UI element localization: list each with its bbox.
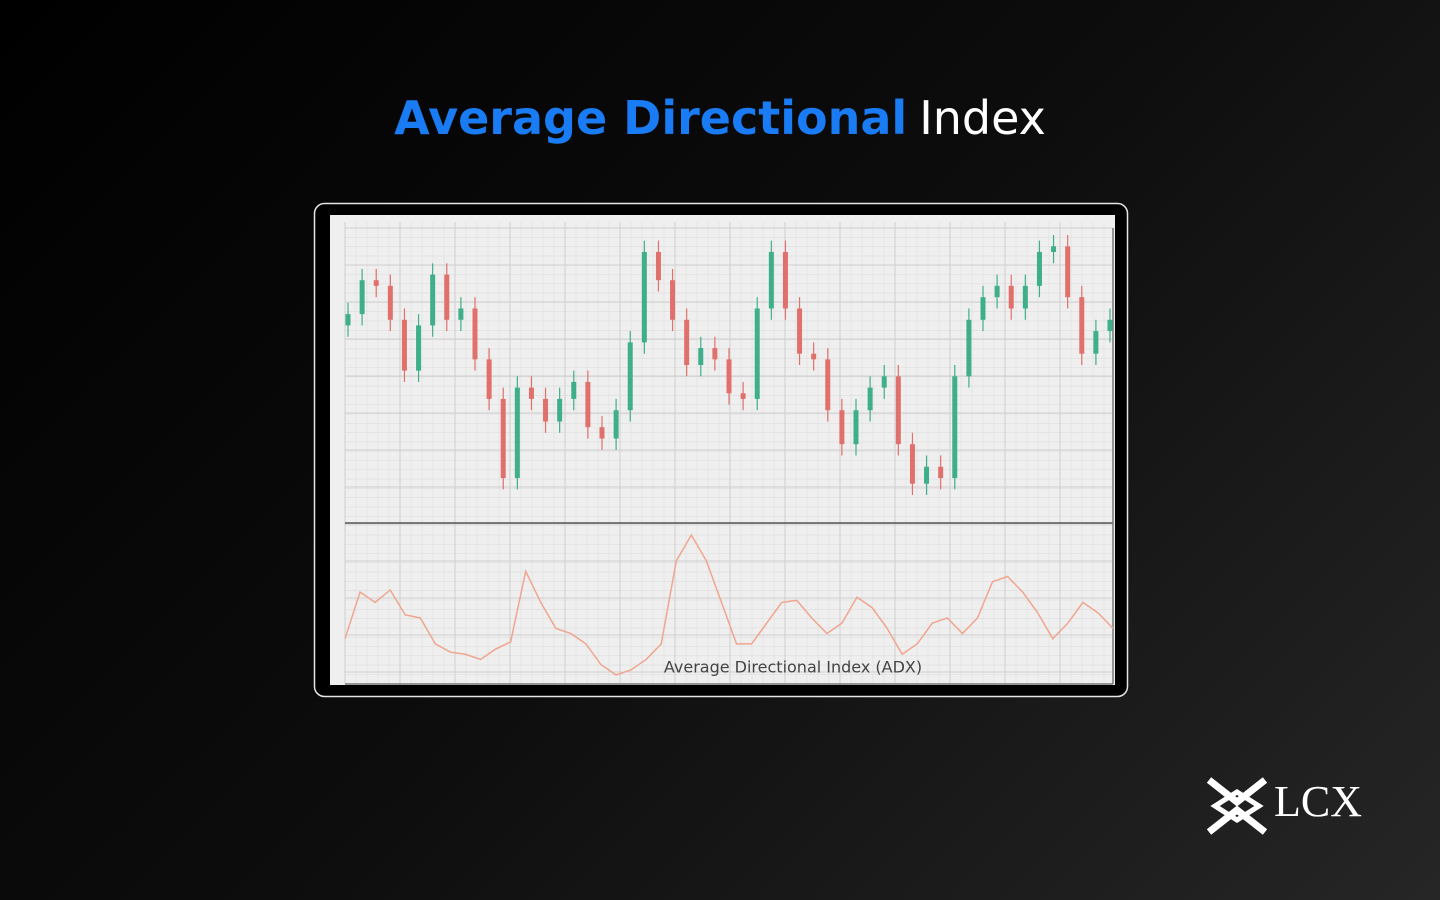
title-highlight: Average Directional: [394, 91, 907, 145]
candle-body: [698, 348, 704, 365]
candle-body: [895, 376, 901, 445]
candle-body: [472, 308, 478, 360]
candle-body: [613, 410, 619, 439]
candle-body: [430, 274, 436, 326]
candle-body: [867, 387, 873, 411]
candle-body: [655, 251, 661, 281]
candle-body: [585, 381, 591, 428]
candle-body: [839, 410, 845, 445]
candle-body: [1107, 319, 1113, 332]
candle-body: [514, 387, 520, 479]
candle-body: [359, 280, 365, 315]
candle-body: [444, 274, 450, 320]
logo-icon: [1206, 777, 1268, 835]
candle-body: [641, 251, 647, 343]
candle-body: [684, 319, 690, 365]
plot: [344, 235, 1114, 676]
candle-body: [670, 280, 676, 320]
candle-body: [768, 251, 774, 309]
candle-body: [486, 359, 492, 399]
candle-body: [373, 280, 379, 286]
candle-body: [924, 466, 930, 484]
candle-body: [599, 427, 605, 439]
candle-body: [966, 319, 972, 377]
candle-body: [994, 285, 1000, 298]
candle-body: [811, 353, 817, 360]
candle-body: [909, 444, 915, 484]
candle-body: [1093, 331, 1099, 354]
candle-body: [726, 359, 732, 394]
candle-body: [1022, 285, 1028, 309]
candle-body: [1051, 246, 1057, 252]
candle-body: [1065, 246, 1071, 298]
candle-body: [416, 325, 422, 371]
candle-body: [853, 410, 859, 445]
candle-body: [571, 381, 577, 399]
candle-body: [627, 342, 633, 411]
candle-body: [401, 319, 407, 371]
candle-body: [782, 251, 788, 309]
candle-body: [754, 308, 760, 399]
title-rest: Index: [919, 91, 1046, 145]
candle-body: [1008, 285, 1014, 309]
candle-body: [740, 393, 746, 399]
candle-body: [797, 308, 803, 354]
candle-body: [543, 398, 549, 422]
candle-body: [938, 466, 944, 479]
logo-text: LCX: [1274, 777, 1362, 826]
candle-body: [557, 398, 563, 422]
candle-body: [1036, 251, 1042, 286]
candle-body: [881, 376, 887, 388]
candle-body: [825, 359, 831, 411]
candle-body: [500, 398, 506, 479]
candle-body: [712, 348, 718, 360]
title: Average Directional Index: [394, 91, 1046, 145]
indicator-label: Average Directional Index (ADX): [664, 658, 922, 677]
candle-body: [952, 376, 958, 479]
candle-body: [980, 297, 986, 320]
indicator-line: [344, 533, 1114, 676]
candle-body: [1079, 297, 1085, 354]
candle-body: [528, 387, 534, 399]
candle-body: [387, 285, 393, 320]
candle-body: [345, 314, 351, 326]
grid: [344, 222, 1113, 685]
candle-body: [458, 308, 464, 320]
